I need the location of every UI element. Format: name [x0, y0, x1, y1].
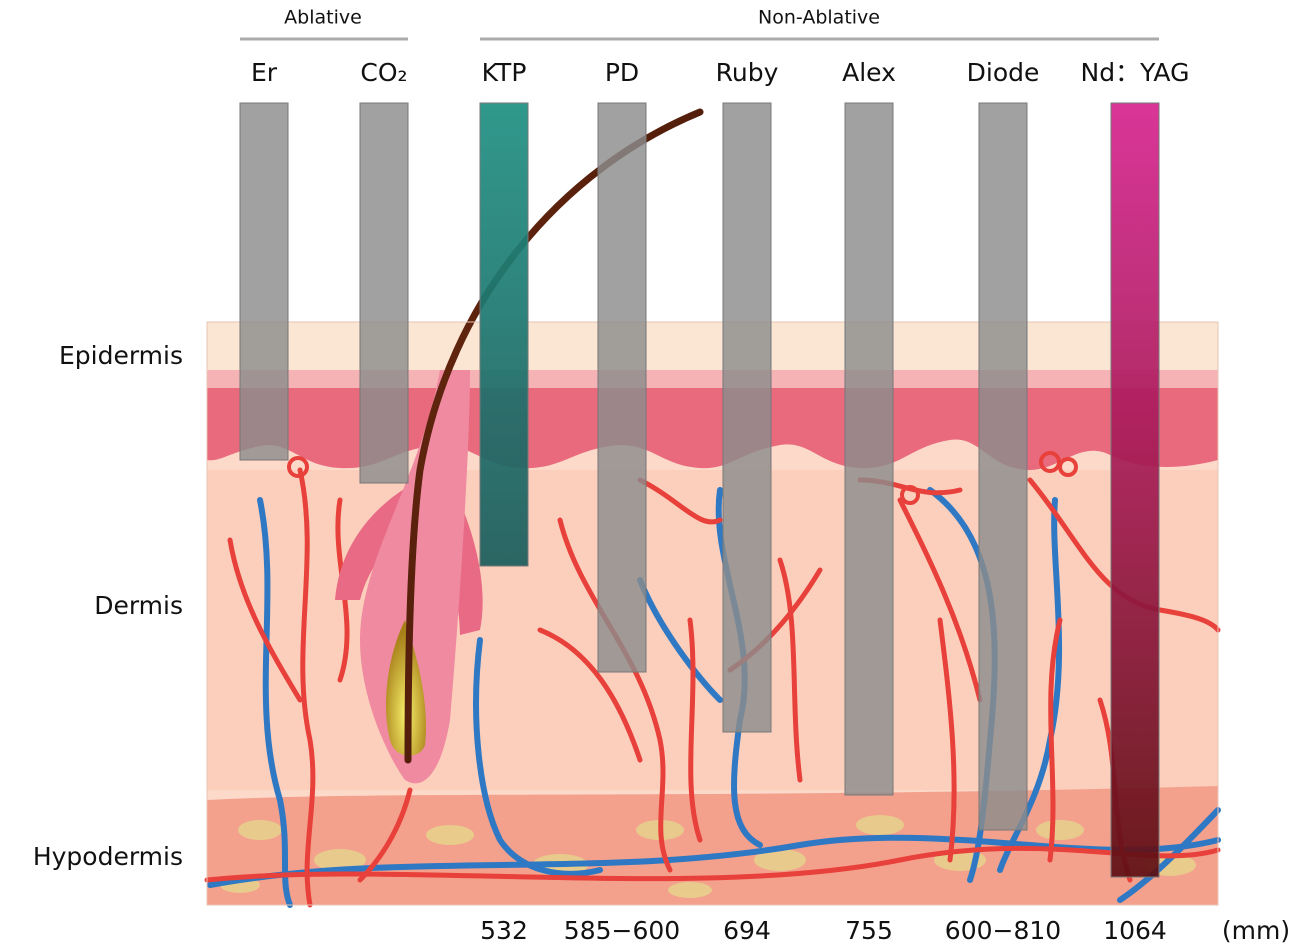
wavelength-label: 600−810: [945, 916, 1061, 945]
laser-beam: [979, 103, 1027, 830]
wavelength-label: 585−600: [564, 916, 680, 945]
laser-name: Diode: [967, 58, 1040, 87]
laser-beam: [845, 103, 893, 795]
laser-name: PD: [605, 58, 639, 87]
laser-name: Er: [251, 58, 278, 87]
laser-name: Ruby: [716, 58, 779, 87]
laser-name: KTP: [482, 58, 527, 87]
laser-beam: [360, 103, 408, 483]
skin: [207, 112, 1218, 905]
laser-beam: [480, 103, 528, 566]
wavelength-label: 532: [480, 916, 528, 945]
laser-beam: [1111, 103, 1159, 877]
diagram: Ablative Non-Ablative Epidermis Dermis H…: [0, 0, 1293, 947]
layer-label: Hypodermis: [33, 842, 183, 871]
wavelength-label: 1064: [1103, 916, 1167, 945]
group-label: Ablative: [284, 7, 362, 29]
unit-label: (mm): [1222, 916, 1290, 945]
wavelength-label: 694: [723, 916, 771, 945]
laser-beam: [598, 103, 646, 672]
group-label: Non-Ablative: [758, 7, 880, 29]
laser-name: Alex: [842, 58, 896, 87]
laser-name: Nd：YAG: [1081, 58, 1190, 87]
layer-label: Epidermis: [59, 341, 183, 370]
wavelength-label: 755: [845, 916, 893, 945]
laser-name: CO₂: [360, 58, 407, 87]
layer-label: Dermis: [94, 591, 183, 620]
laser-beam: [240, 103, 288, 460]
laser-beam: [723, 103, 771, 732]
